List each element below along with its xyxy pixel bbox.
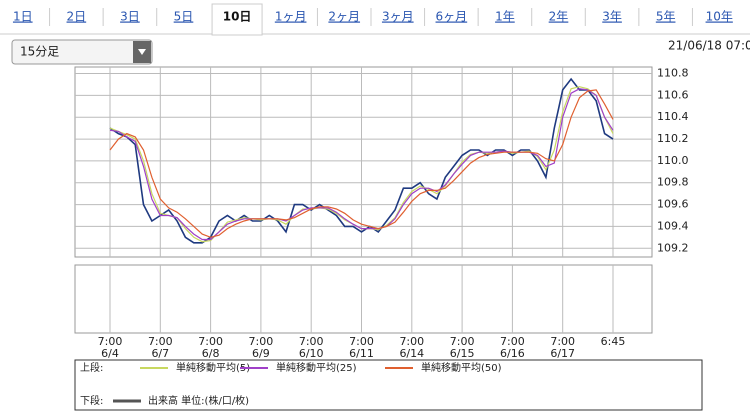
x-tick-date: 6/8: [202, 347, 220, 360]
y-tick-label: 110.2: [657, 132, 689, 145]
x-tick-label: 7:00: [98, 335, 123, 348]
x-tick-date: 6/14: [399, 347, 424, 360]
x-tick-label: 7:00: [450, 335, 475, 348]
tab[interactable]: 2ヶ月: [328, 10, 360, 24]
lower-legend-label: 下段:: [80, 394, 103, 407]
x-tick-date: 6/11: [349, 347, 374, 360]
timestamp: 21/06/18 07:0: [668, 39, 750, 53]
x-tick-label: 7:00: [249, 335, 274, 348]
x-tick-date: 6/9: [252, 347, 270, 360]
tab[interactable]: 1日: [13, 10, 33, 24]
tab[interactable]: 10日: [223, 10, 252, 24]
y-tick-label: 110.8: [657, 67, 689, 80]
tab[interactable]: 1ヶ月: [275, 10, 307, 24]
y-tick-label: 109.8: [657, 176, 689, 189]
series-line: [109, 89, 614, 238]
y-tick-label: 109.4: [657, 219, 689, 232]
x-tick-label: 7:00: [399, 335, 424, 348]
x-tick-label: 7:00: [198, 335, 223, 348]
tab[interactable]: 5年: [656, 10, 676, 24]
y-tick-label: 110.6: [657, 88, 689, 101]
select-arrow: [138, 49, 146, 55]
y-tick-label: 110.4: [657, 110, 689, 123]
tab[interactable]: 6ヶ月: [436, 10, 468, 24]
tab[interactable]: 2日: [67, 10, 87, 24]
upper-legend-label: 上段:: [80, 361, 103, 374]
tab[interactable]: 3日: [120, 10, 140, 24]
interval-select[interactable]: 15分足: [20, 45, 59, 59]
legend-label: 単純移動平均(5): [176, 361, 250, 374]
legend-label: 単純移動平均(25): [276, 361, 357, 374]
y-tick-label: 109.6: [657, 198, 689, 211]
y-tick-label: 110.0: [657, 154, 689, 167]
interval-select-box[interactable]: [11, 39, 153, 65]
x-tick-date: 6/7: [151, 347, 169, 360]
tab[interactable]: 3ヶ月: [382, 10, 414, 24]
x-tick-label: 6:45: [601, 335, 626, 348]
lower-panel: [74, 264, 653, 334]
tab[interactable]: 1年: [495, 10, 515, 24]
legend-label: 単純移動平均(50): [421, 361, 502, 374]
legend-label: 出来高 単位:(株/口/枚): [148, 394, 249, 407]
tab[interactable]: 2年: [549, 10, 569, 24]
series-line: [109, 77, 614, 244]
x-tick-date: 6/15: [450, 347, 475, 360]
x-tick-label: 7:00: [349, 335, 374, 348]
x-tick-label: 7:00: [550, 335, 575, 348]
tab[interactable]: 3年: [602, 10, 622, 24]
tab[interactable]: 5日: [174, 10, 194, 24]
x-tick-date: 6/16: [500, 347, 525, 360]
x-tick-date: 6/17: [550, 347, 575, 360]
x-tick-date: 6/4: [101, 347, 119, 360]
y-tick-label: 109.2: [657, 241, 689, 254]
x-tick-date: 6/10: [299, 347, 324, 360]
x-tick-label: 7:00: [148, 335, 173, 348]
x-tick-label: 7:00: [299, 335, 324, 348]
x-tick-label: 7:00: [500, 335, 525, 348]
selected-tab: [211, 3, 263, 36]
tab[interactable]: 10年: [706, 10, 733, 24]
